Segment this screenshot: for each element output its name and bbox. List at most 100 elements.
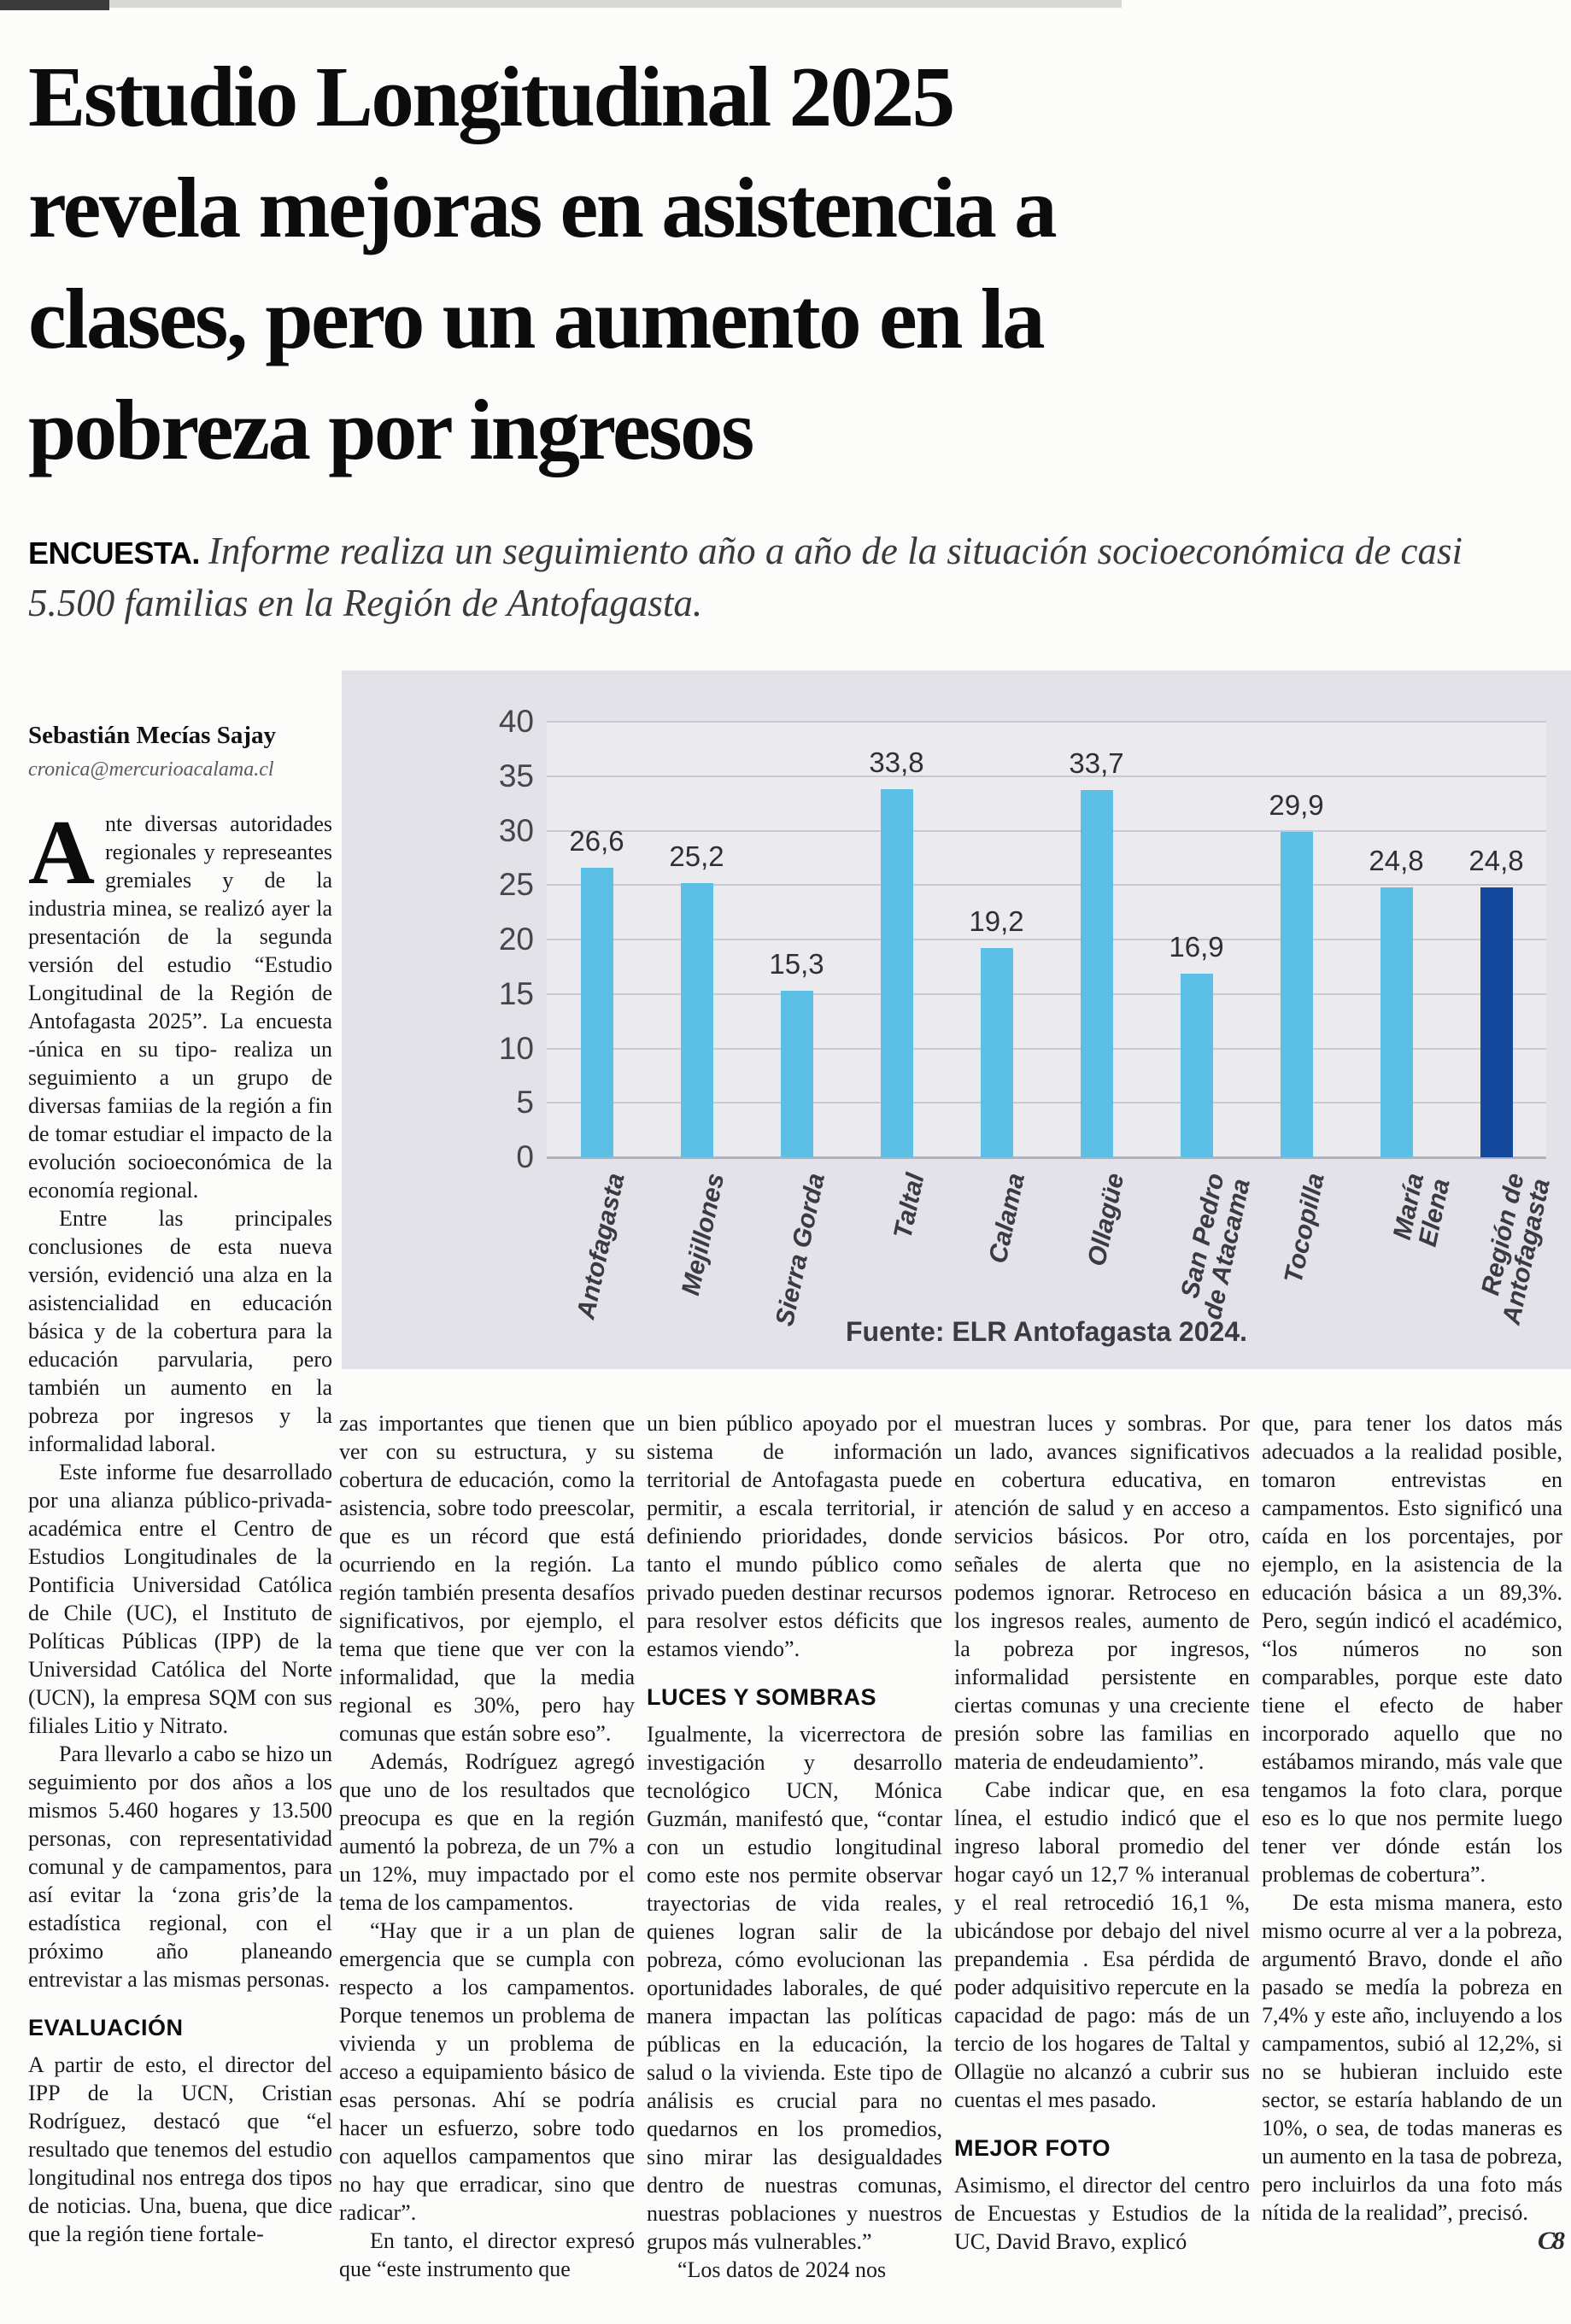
chart-gridline	[547, 1102, 1546, 1104]
chart-bar	[980, 948, 1013, 1157]
chart-bar-cell: 15,3	[747, 722, 847, 1157]
top-strip-light	[109, 0, 1122, 8]
body-paragraph: un bien público apoyado por el sistema d…	[647, 1411, 942, 1661]
body-paragraph: Además, Rodríguez agregó que uno de los …	[339, 1749, 635, 1915]
chart-gridline	[547, 884, 1546, 887]
chart-y-axis: 0 5 10 15 20 25 30 35 40	[342, 670, 534, 1369]
chart-y-tick: 40	[498, 704, 534, 739]
chart-gridline	[547, 775, 1546, 777]
text-column-2: zas importantes que tienen que ver con s…	[339, 1409, 635, 2283]
lede: ENCUESTA. Informe realiza un seguimiento …	[28, 526, 1532, 628]
section-subhead-luces-y-sombras: LUCES Y SOMBRAS	[647, 1684, 877, 1710]
chart-x-label: San Pedro de Atacama	[1175, 1170, 1257, 1322]
page-title: Estudio Longitudinal 2025 revela mejoras…	[28, 41, 1480, 485]
body-paragraph: Cabe indicar que, en esa línea, el estud…	[954, 1777, 1250, 2112]
chart-x-label: María Elena	[1388, 1170, 1457, 1250]
body-paragraph: De esta misma manera, esto mismo ocurre …	[1262, 1888, 1565, 2255]
chart-bar	[1480, 887, 1513, 1157]
headline-line: Estudio Longitudinal 2025	[28, 49, 955, 144]
top-strip-dark	[0, 0, 109, 10]
chart-bar-value: 33,8	[869, 746, 924, 779]
chart-bar-cell: 29,9	[1246, 722, 1346, 1157]
chart-bar	[880, 789, 913, 1157]
chart-bars: 26,6 25,2 15,3 33,8 19,2 33,7 16,9 29,9 24,8 24,8	[547, 722, 1546, 1157]
chart-y-tick: 15	[498, 975, 534, 1011]
chart-y-tick: 0	[516, 1139, 534, 1174]
chart-bar	[1080, 790, 1113, 1157]
body-paragraph: Para llevarlo a cabo se hizo un seguimie…	[28, 1742, 332, 1992]
body-paragraph: “Los datos de 2024 nos	[677, 2257, 887, 2282]
byline-author: Sebastián Mecías Sajay	[28, 722, 276, 749]
chart-bar-value: 16,9	[1169, 930, 1224, 963]
headline-line: clases, pero un aumento en la	[28, 271, 1046, 366]
chart-x-label: Calama	[983, 1170, 1030, 1267]
body-paragraph: En tanto, el director expresó que “este …	[339, 2228, 635, 2281]
chart-y-tick: 30	[498, 812, 534, 848]
body-paragraph: muestran luces y sombras. Por un lado, a…	[954, 1411, 1250, 1774]
chart-bar-value: 25,2	[669, 840, 724, 872]
chart-bar-value: 24,8	[1468, 844, 1524, 876]
body-paragraph: “Hay que ir a un plan de emergencia que …	[339, 1918, 635, 2225]
chart-bar-cell: 33,8	[847, 722, 947, 1157]
chart-bar-cell: 25,2	[647, 722, 747, 1157]
text-column-4: muestran luces y sombras. Por un lado, a…	[954, 1409, 1250, 2256]
chart-gridline	[547, 829, 1546, 832]
chart-y-tick: 5	[516, 1085, 534, 1121]
chart-y-tick: 35	[498, 758, 534, 793]
chart-bar-cell: 26,6	[547, 722, 647, 1157]
chart-bar	[1380, 887, 1413, 1157]
chart-bar	[580, 867, 613, 1157]
body-paragraph: zas importantes que tienen que ver con s…	[339, 1411, 635, 1746]
lede-text: Informe realiza un seguimiento año a año…	[28, 530, 1463, 624]
headline-line: revela mejoras en asistencia a	[28, 160, 1058, 255]
chart-bar-value: 19,2	[969, 905, 1024, 938]
section-subhead-mejor-foto: MEJOR FOTO	[954, 2135, 1111, 2161]
chart-bar-cell: 24,8	[1346, 722, 1446, 1157]
section-subhead-evaluacion: EVALUACIÓN	[28, 2015, 184, 2040]
chart-x-label: Región de Antofagasta	[1476, 1170, 1556, 1327]
body-paragraph: Igualmente, la vicerrectora de investiga…	[647, 1722, 942, 2254]
body-paragraph: Este informe fue desarrollado por una al…	[28, 1460, 332, 1738]
chart-x-label: Taltal	[888, 1170, 930, 1242]
chart-bar-value: 24,8	[1369, 844, 1424, 876]
kicker-label: ENCUESTA.	[28, 536, 200, 571]
chart-x-label: Ollagüe	[1082, 1170, 1130, 1269]
body-paragraph: Asimismo, el director del centro de Encu…	[954, 2173, 1250, 2254]
chart-y-tick: 20	[498, 922, 534, 957]
chart-bar-value: 29,9	[1269, 788, 1324, 821]
end-mark: C8	[1537, 2227, 1565, 2255]
chart-bar	[1180, 973, 1213, 1157]
paragraph-text: nte diversas autoridades regionales y re…	[28, 811, 332, 1203]
chart-gridline	[547, 721, 1546, 723]
chart-gridline	[547, 939, 1546, 940]
chart-gridline	[547, 992, 1546, 995]
chart-x-label: Sierra Gorda	[770, 1170, 830, 1329]
chart-bar	[780, 990, 813, 1157]
chart-x-label: Antofagasta	[572, 1170, 630, 1322]
chart-bar-cell: 16,9	[1146, 722, 1246, 1157]
drop-cap: A	[28, 802, 95, 904]
chart-bar-value: 26,6	[569, 824, 624, 857]
chart-y-tick: 10	[498, 1030, 534, 1066]
chart-bar	[1280, 831, 1313, 1157]
text-column-5: que, para tener los datos más adecuados …	[1262, 1409, 1565, 2255]
byline-email: cronica@mercurioacalama.cl	[28, 758, 274, 781]
chart-gridline	[547, 1047, 1546, 1050]
chart-plot-area	[547, 721, 1546, 1159]
text-column-3: un bien público apoyado por el sistema d…	[647, 1409, 942, 2284]
chart-gridline	[547, 1156, 1546, 1159]
chart-bar-value: 15,3	[769, 947, 824, 980]
chart-bar-cell: 24,8	[1446, 722, 1546, 1157]
body-paragraph: A partir de esto, el director del IPP de…	[28, 2052, 332, 2246]
chart-y-tick: 25	[498, 867, 534, 903]
chart-bar-cell: 19,2	[947, 722, 1046, 1157]
chart-x-label: Mejillones	[677, 1170, 730, 1298]
chart-bar-value: 33,7	[1069, 747, 1124, 780]
bar-chart: 0 5 10 15 20 25 30 35 40 26,6 25,2 15,3 33,8 19,2 33,…	[342, 670, 1571, 1369]
chart-bar	[680, 882, 713, 1157]
body-paragraph: que, para tener los datos más adecuados …	[1262, 1411, 1562, 1887]
body-paragraph: Entre las principales conclusiones de es…	[28, 1206, 332, 1456]
